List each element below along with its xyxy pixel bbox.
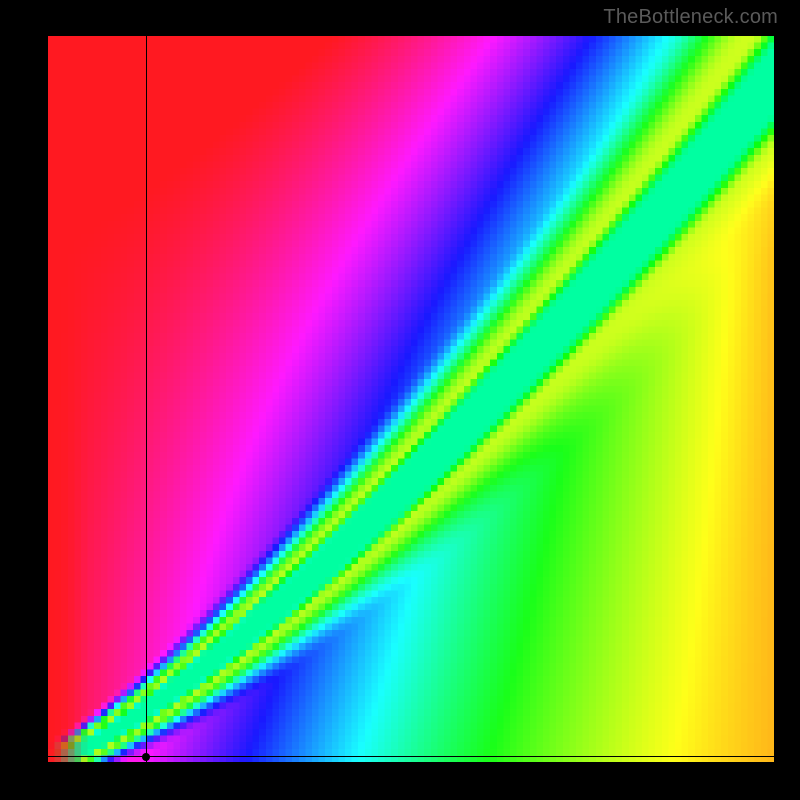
figure-root: TheBottleneck.com bbox=[0, 0, 800, 800]
watermark-text: TheBottleneck.com bbox=[603, 6, 778, 29]
crosshair-marker bbox=[142, 753, 150, 761]
crosshair-vertical bbox=[146, 36, 147, 762]
crosshair-horizontal bbox=[48, 756, 774, 757]
bottleneck-heatmap bbox=[48, 36, 774, 762]
